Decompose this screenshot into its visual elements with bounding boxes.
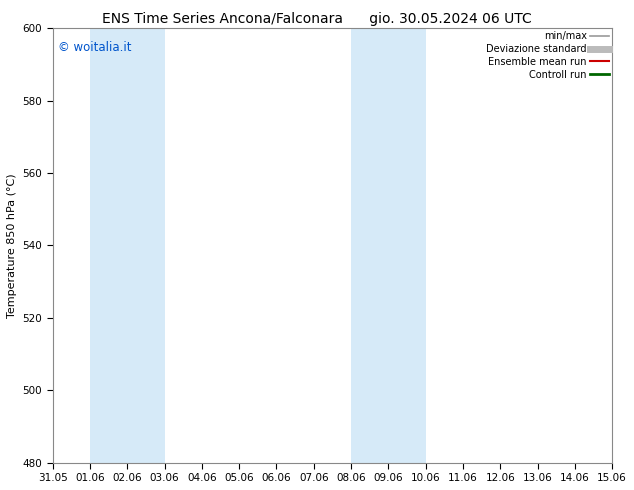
- Bar: [612, 28, 631, 463]
- Text: © woitalia.it: © woitalia.it: [58, 41, 132, 54]
- Y-axis label: Temperature 850 hPa (°C): Temperature 850 hPa (°C): [7, 173, 17, 318]
- Bar: [351, 28, 425, 463]
- Legend: min/max, Deviazione standard, Ensemble mean run, Controll run: min/max, Deviazione standard, Ensemble m…: [486, 31, 609, 80]
- Text: ENS Time Series Ancona/Falconara      gio. 30.05.2024 06 UTC: ENS Time Series Ancona/Falconara gio. 30…: [102, 12, 532, 26]
- Bar: [90, 28, 165, 463]
